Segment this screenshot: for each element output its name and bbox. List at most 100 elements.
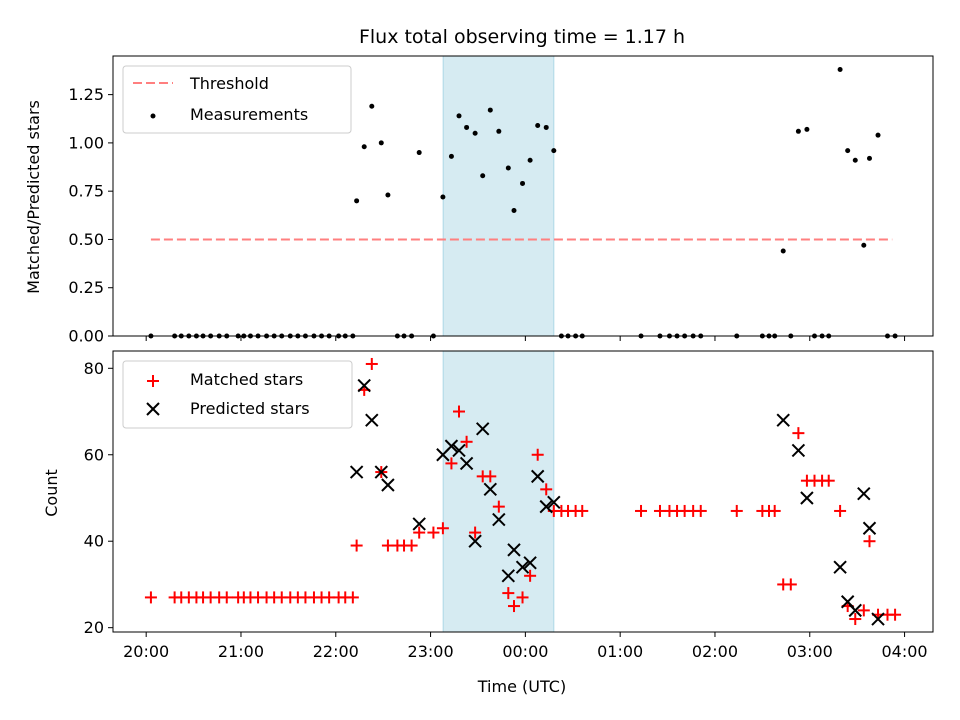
predicted-star-point xyxy=(476,422,490,436)
predicted-stars-points xyxy=(349,378,885,626)
predicted-star-point xyxy=(492,512,506,527)
measurement-point xyxy=(369,103,375,109)
matched-star-point xyxy=(863,535,876,548)
matched-star-point xyxy=(350,539,363,552)
matched-star-point xyxy=(492,500,505,513)
measurement-point xyxy=(780,248,786,254)
matched-star-point xyxy=(784,578,797,591)
matched-stars-points xyxy=(144,357,902,626)
legend-measurements-label: Measurements xyxy=(190,105,308,124)
measurement-point xyxy=(456,113,462,119)
bottom-y-axis-label: Count xyxy=(42,469,61,517)
matched-star-point xyxy=(365,357,378,370)
matched-star-point xyxy=(460,435,473,448)
matched-star-point xyxy=(220,591,233,604)
measurement-point xyxy=(527,157,533,163)
legend-measurements-swatch xyxy=(150,113,156,119)
matched-star-point xyxy=(524,569,537,582)
measurement-point xyxy=(852,157,858,163)
predicted-star-point xyxy=(365,413,379,427)
top-y-tick-label: 0.50 xyxy=(68,230,104,249)
predicted-star-point xyxy=(833,560,847,574)
legend-threshold-label: Threshold xyxy=(189,74,269,93)
top-shaded-interval xyxy=(442,55,555,337)
measurement-point xyxy=(837,67,843,73)
matched-star-point xyxy=(635,504,648,517)
measurement-point xyxy=(440,194,446,200)
matched-star-point xyxy=(346,591,359,604)
matched-star-point xyxy=(453,405,466,418)
measurement-point xyxy=(866,155,872,161)
predicted-star-point xyxy=(483,482,498,497)
bottom-x-tick-label: 01:00 xyxy=(597,642,643,661)
bottom-y-tick-label: 80 xyxy=(84,359,104,378)
measurement-point xyxy=(487,107,493,113)
predicted-star-point xyxy=(791,443,806,458)
measurement-point xyxy=(511,207,517,213)
measurement-point xyxy=(416,150,422,156)
measurement-point xyxy=(354,198,360,204)
matched-star-point xyxy=(768,504,781,517)
bottom-legend-frame xyxy=(122,360,353,429)
predicted-star-point xyxy=(459,456,474,471)
matched-star-point xyxy=(730,504,743,517)
chart-title: Flux total observing time = 1.17 h xyxy=(359,26,685,48)
predicted-star-point xyxy=(444,439,459,453)
legend-predicted-label: Predicted stars xyxy=(190,399,310,418)
top-panel: 0.00 0.25 0.50 0.75 1.00 1.25 Matched/Predict… xyxy=(24,55,934,346)
bottom-y-tick-label: 40 xyxy=(84,532,104,551)
predicted-star-point xyxy=(523,556,537,570)
top-y-tick-label: 0.25 xyxy=(68,278,104,297)
predicted-star-point xyxy=(547,495,561,510)
legend-matched-swatch xyxy=(147,375,159,387)
predicted-star-point xyxy=(374,465,388,479)
predicted-star-point xyxy=(871,612,885,626)
bottom-y-axis: 20 40 60 80 xyxy=(84,359,113,637)
measurement-point xyxy=(795,128,801,134)
top-y-axis-label: Matched/Predicted stars xyxy=(24,100,43,294)
bottom-x-tick-label: 03:00 xyxy=(787,642,833,661)
top-legend: Threshold Measurements xyxy=(122,65,352,134)
predicted-star-point xyxy=(349,465,364,479)
measurement-point xyxy=(535,123,541,129)
matched-star-point xyxy=(792,427,805,440)
bottom-x-axis: 20:00 21:00 22:00 23:00 00:00 01:00 02:00 03:00… xyxy=(123,632,928,661)
matched-star-point xyxy=(822,474,835,487)
bottom-x-tick-label: 23:00 xyxy=(408,642,454,661)
matched-star-point xyxy=(540,483,553,496)
predicted-star-point xyxy=(357,378,371,393)
predicted-star-point xyxy=(412,517,426,531)
matched-star-point xyxy=(516,591,529,604)
measurement-point xyxy=(480,173,486,179)
top-axes-frame xyxy=(112,55,934,337)
top-y-tick-label: 1.00 xyxy=(68,133,104,152)
matched-star-point xyxy=(469,526,482,539)
measurement-point xyxy=(496,128,502,134)
top-x-ticks xyxy=(145,336,906,341)
predicted-star-point xyxy=(776,413,790,427)
predicted-star-point xyxy=(452,443,466,458)
top-y-axis: 0.00 0.25 0.50 0.75 1.00 1.25 xyxy=(68,85,113,346)
measurement-point xyxy=(520,180,526,186)
top-y-tick-label: 0.00 xyxy=(68,327,104,346)
bottom-shaded-interval xyxy=(442,350,555,633)
legend-predicted-swatch xyxy=(146,402,160,416)
bottom-legend: Matched stars Predicted stars xyxy=(122,360,353,429)
matched-star-point xyxy=(502,587,515,600)
measurement-point xyxy=(551,148,557,154)
bottom-y-tick-label: 60 xyxy=(84,445,104,464)
measurement-point xyxy=(875,132,881,138)
measurement-point xyxy=(543,124,549,130)
legend-matched-label: Matched stars xyxy=(190,370,303,389)
matched-star-point xyxy=(445,457,458,470)
measurement-point xyxy=(464,124,470,130)
predicted-star-point xyxy=(530,469,545,484)
matched-star-point xyxy=(427,526,440,539)
matched-star-point xyxy=(413,526,426,539)
measurement-point xyxy=(448,153,454,159)
matched-star-point xyxy=(694,504,707,517)
bottom-x-tick-label: 21:00 xyxy=(218,642,264,661)
predicted-star-point xyxy=(507,543,521,557)
bottom-x-tick-label: 20:00 xyxy=(123,642,169,661)
